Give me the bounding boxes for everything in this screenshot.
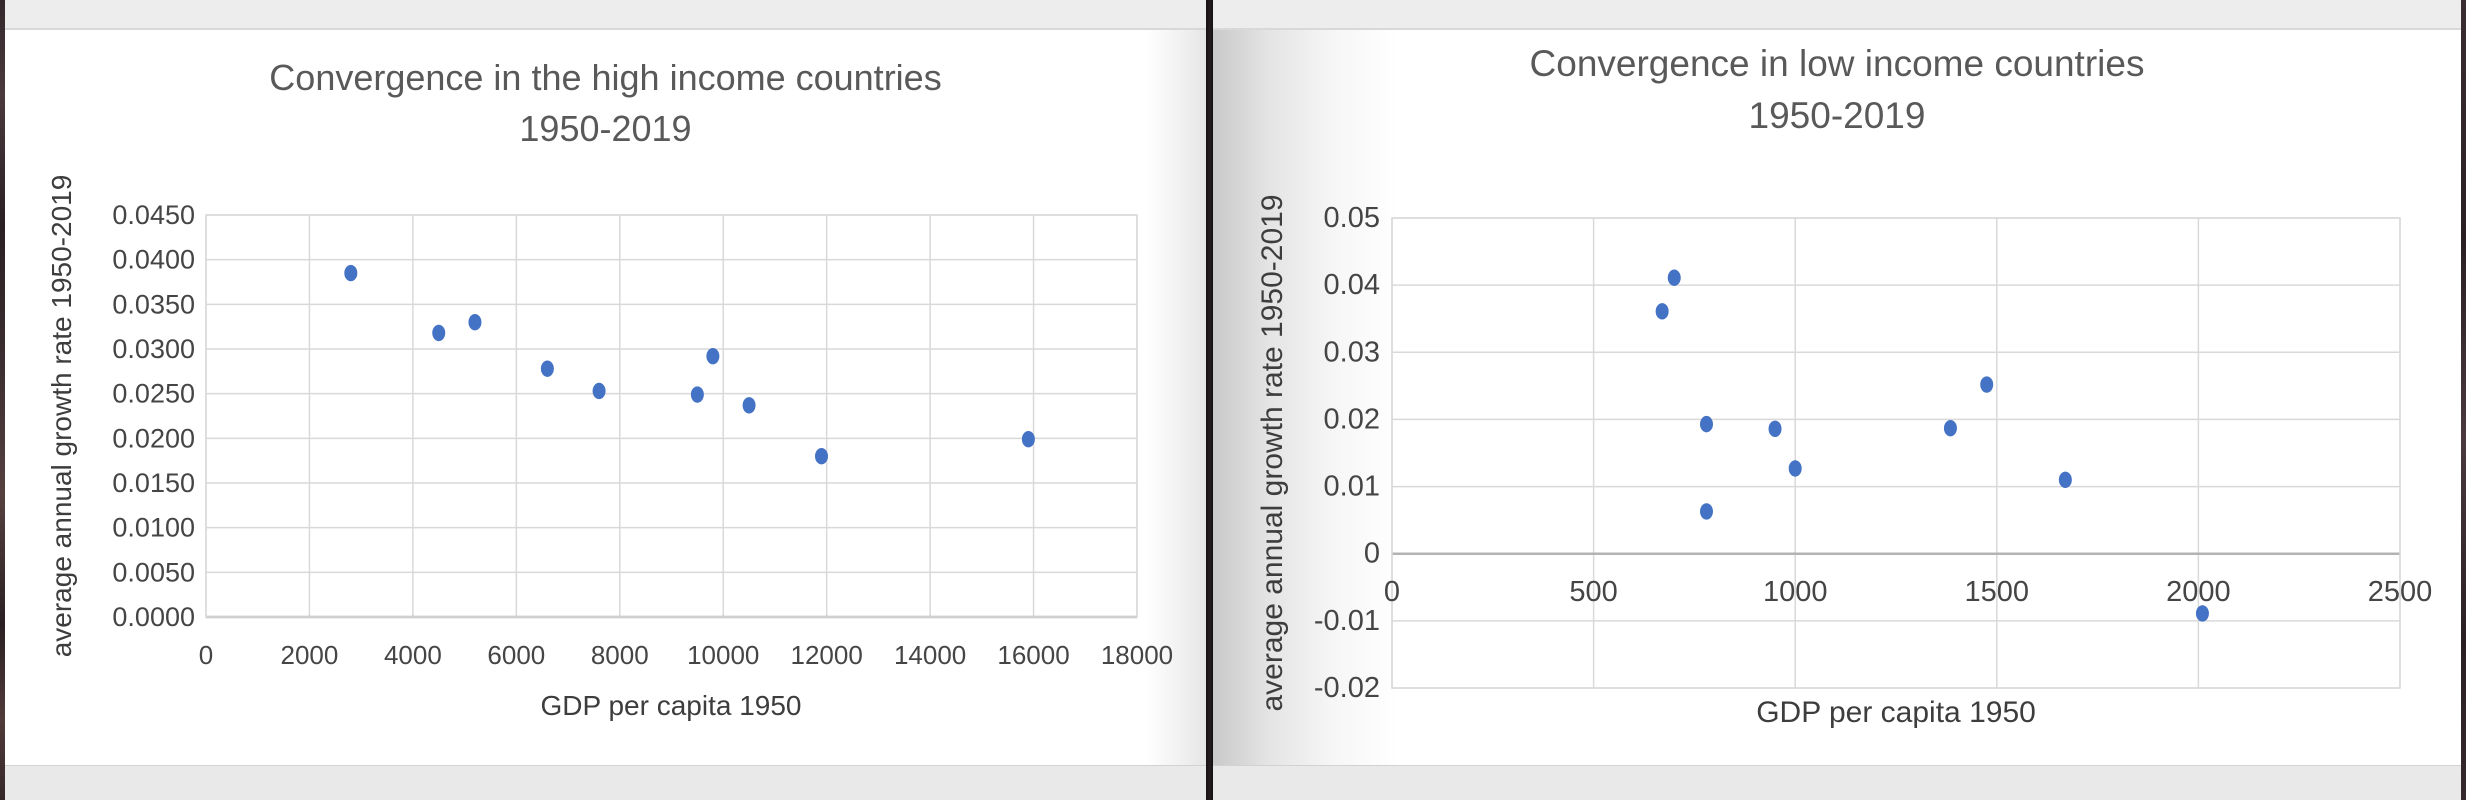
x-tick-label: 12000 bbox=[791, 640, 863, 670]
y-tick-label: 0.0200 bbox=[112, 423, 195, 453]
data-point bbox=[468, 314, 482, 331]
data-point bbox=[706, 347, 720, 365]
page-divider bbox=[1206, 0, 1213, 800]
y-tick-label: 0.01 bbox=[1324, 471, 1380, 503]
chart-title-line2: 1950-2019 bbox=[1748, 95, 1926, 136]
data-point bbox=[1667, 269, 1681, 286]
data-point bbox=[2058, 471, 2072, 489]
y-tick-label: 0.03 bbox=[1324, 336, 1380, 368]
chart-title: Convergence in the high income countries… bbox=[5, 52, 1206, 154]
y-tick-label: 0.0300 bbox=[112, 334, 195, 364]
y-tick-label: 0.0100 bbox=[112, 513, 195, 543]
x-axis-title: GDP per capita 1950 bbox=[1756, 696, 2036, 729]
plot-border bbox=[205, 214, 1138, 618]
chart-title-line1: Convergence in the high income countries bbox=[269, 57, 942, 98]
data-point bbox=[344, 264, 358, 282]
x-tick-label: 16000 bbox=[997, 640, 1069, 670]
data-point bbox=[540, 360, 554, 377]
page-edge-shadow bbox=[1146, 30, 1206, 765]
top-toolbar-strip bbox=[5, 0, 1206, 30]
screen-left-edge bbox=[0, 0, 5, 800]
x-tick-label: 2000 bbox=[2166, 576, 2231, 608]
x-axis-title: GDP per capita 1950 bbox=[540, 690, 802, 721]
bottom-strip bbox=[1213, 765, 2461, 800]
data-point bbox=[1655, 303, 1669, 320]
bottom-strip bbox=[5, 765, 1206, 800]
y-tick-label: 0.0400 bbox=[112, 245, 195, 275]
data-point bbox=[1943, 419, 1957, 437]
y-tick-label: 0.04 bbox=[1324, 269, 1380, 301]
data-point bbox=[1980, 376, 1994, 393]
chart-title: Convergence in low income countries 1950… bbox=[1213, 38, 2461, 142]
data-point bbox=[742, 397, 756, 414]
x-tick-label: 4000 bbox=[384, 640, 442, 670]
data-point bbox=[432, 324, 446, 342]
data-point bbox=[1699, 503, 1713, 520]
data-point bbox=[814, 448, 828, 465]
x-tick-label: 10000 bbox=[687, 640, 759, 670]
x-tick-label: 0 bbox=[199, 640, 213, 670]
data-point bbox=[1699, 415, 1713, 433]
y-tick-label: 0.05 bbox=[1324, 202, 1380, 234]
y-tick-label: 0.0450 bbox=[112, 200, 195, 230]
y-tick-label: 0 bbox=[1364, 538, 1380, 570]
screen-right-edge bbox=[2461, 0, 2466, 800]
x-tick-label: 18000 bbox=[1101, 640, 1173, 670]
y-tick-label: 0.0250 bbox=[112, 379, 195, 409]
slide-low-income: Convergence in low income countries 1950… bbox=[1213, 0, 2461, 800]
y-tick-label: 0.0050 bbox=[112, 557, 195, 587]
x-tick-label: 2500 bbox=[2368, 576, 2433, 608]
y-tick-label: 0.0350 bbox=[112, 289, 195, 319]
plot-border bbox=[1391, 217, 2401, 689]
data-point bbox=[690, 386, 704, 403]
x-tick-label: 500 bbox=[1569, 576, 1617, 608]
x-tick-label: 14000 bbox=[894, 640, 966, 670]
top-toolbar-strip bbox=[1213, 0, 2461, 30]
x-tick-label: 1500 bbox=[1965, 576, 2030, 608]
y-tick-label: 0.0000 bbox=[112, 602, 195, 632]
page-curl-shadow bbox=[1213, 30, 1398, 765]
x-tick-label: 2000 bbox=[281, 640, 339, 670]
data-point bbox=[1768, 420, 1782, 438]
y-tick-label: -0.02 bbox=[1314, 672, 1380, 704]
data-point bbox=[1788, 460, 1802, 477]
y-tick-label: 0.0150 bbox=[112, 468, 195, 498]
x-tick-label: 1000 bbox=[1763, 576, 1828, 608]
data-point bbox=[2195, 605, 2209, 622]
y-tick-label: 0.02 bbox=[1324, 403, 1380, 435]
x-tick-label: 8000 bbox=[591, 640, 649, 670]
data-point bbox=[592, 382, 606, 400]
scatter-plot-high-income: 0.0450 0.0400 0.0350 0.0300 0.0250 0.0200 0.01… bbox=[112, 200, 1173, 670]
slide-high-income: Convergence in the high income countries… bbox=[5, 0, 1206, 800]
x-tick-label: 0 bbox=[1384, 576, 1400, 608]
chart-title-line1: Convergence in low income countries bbox=[1529, 43, 2145, 84]
chart-title-line2: 1950-2019 bbox=[519, 108, 692, 149]
scatter-plot-low-income: 0.050.040.030.020.010-0.01-0.020 500 1000 1… bbox=[1314, 202, 2433, 704]
data-point bbox=[1021, 431, 1035, 448]
y-tick-label: -0.01 bbox=[1314, 605, 1380, 637]
x-tick-label: 6000 bbox=[487, 640, 545, 670]
